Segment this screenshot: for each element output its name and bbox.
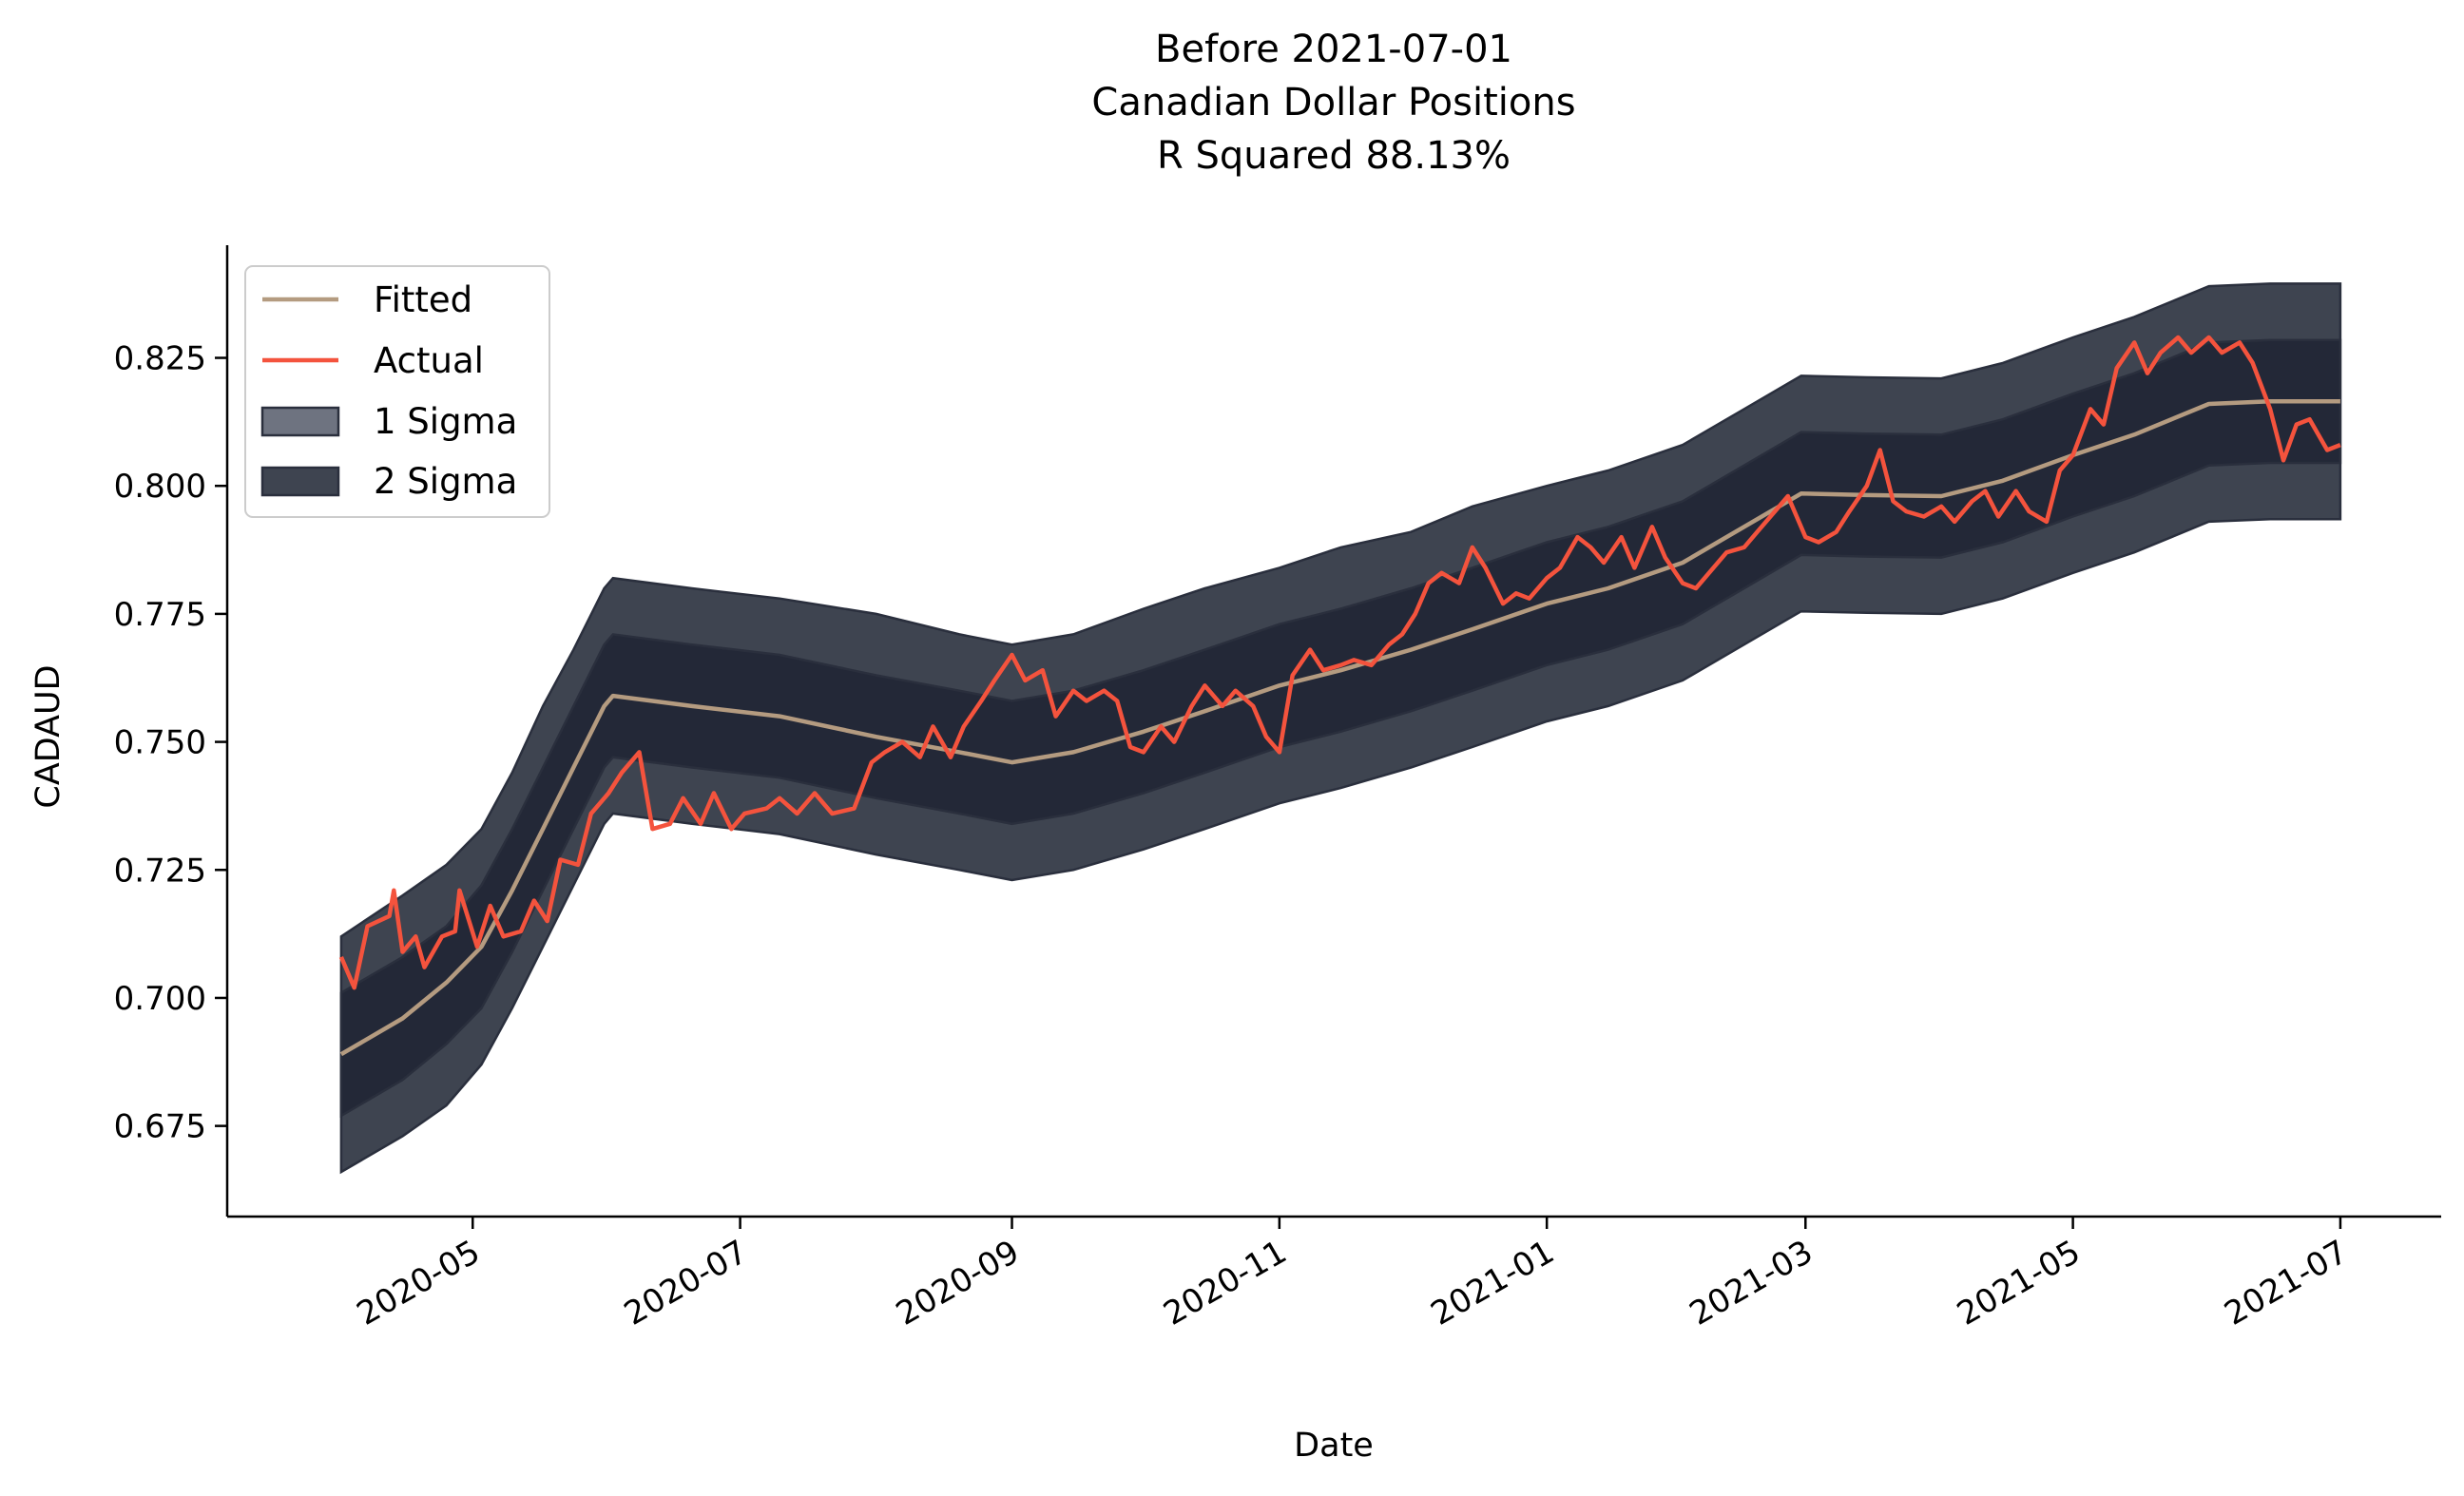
legend-label-actual: Actual xyxy=(374,340,484,381)
y-tick-label: 0.700 xyxy=(114,980,206,1018)
series-line-actual xyxy=(338,335,2341,990)
legend-frame xyxy=(244,265,550,518)
x-tick-label: 2021-03 xyxy=(1684,1233,1819,1333)
y-tick-label: 0.750 xyxy=(114,724,206,762)
title-line-3: R Squared 88.13% xyxy=(1157,134,1511,178)
y-tick-label: 0.825 xyxy=(114,340,206,378)
legend-swatch-1-sigma xyxy=(260,406,340,437)
legend-label-fitted: Fitted xyxy=(374,279,472,320)
x-tick-label: 2020-07 xyxy=(618,1233,754,1333)
x-tick-label: 2021-05 xyxy=(1951,1233,2087,1333)
y-tick-label: 0.725 xyxy=(114,852,206,890)
y-tick-label: 0.775 xyxy=(114,596,206,634)
y-axis-label: CADAUD xyxy=(29,664,67,808)
sigma-bands xyxy=(339,282,2342,1175)
x-tick-label: 2020-05 xyxy=(351,1233,487,1333)
series-lines xyxy=(338,335,2341,1057)
x-axis-label: Date xyxy=(1294,1427,1374,1465)
chart-title: Before 2021-07-01 Canadian Dollar Positi… xyxy=(1091,28,1575,178)
y-tick-label: 0.800 xyxy=(114,468,206,506)
legend-swatch-2-sigma xyxy=(260,466,340,497)
legend: Fitted Actual 1 Sigma 2 Sigma xyxy=(244,265,550,518)
title-line-2: Canadian Dollar Positions xyxy=(1091,81,1575,125)
title-line-1: Before 2021-07-01 xyxy=(1155,28,1512,71)
x-tick-label: 2020-09 xyxy=(890,1233,1026,1333)
x-tick-label: 2021-07 xyxy=(2218,1233,2354,1333)
x-ticks: 2020-05 2020-07 2020-09 2020-11 2021-01 2021-… xyxy=(351,1217,2354,1333)
y-ticks: 0.675 0.700 0.725 0.750 0.775 0.800 0.825 xyxy=(114,340,227,1146)
legend-label-2-sigma: 2 Sigma xyxy=(374,461,517,502)
y-tick-label: 0.675 xyxy=(114,1108,206,1146)
x-tick-label: 2021-01 xyxy=(1425,1233,1561,1333)
legend-label-1-sigma: 1 Sigma xyxy=(374,401,517,442)
band-1-sigma xyxy=(339,338,2342,1119)
x-tick-label: 2020-11 xyxy=(1157,1233,1293,1333)
